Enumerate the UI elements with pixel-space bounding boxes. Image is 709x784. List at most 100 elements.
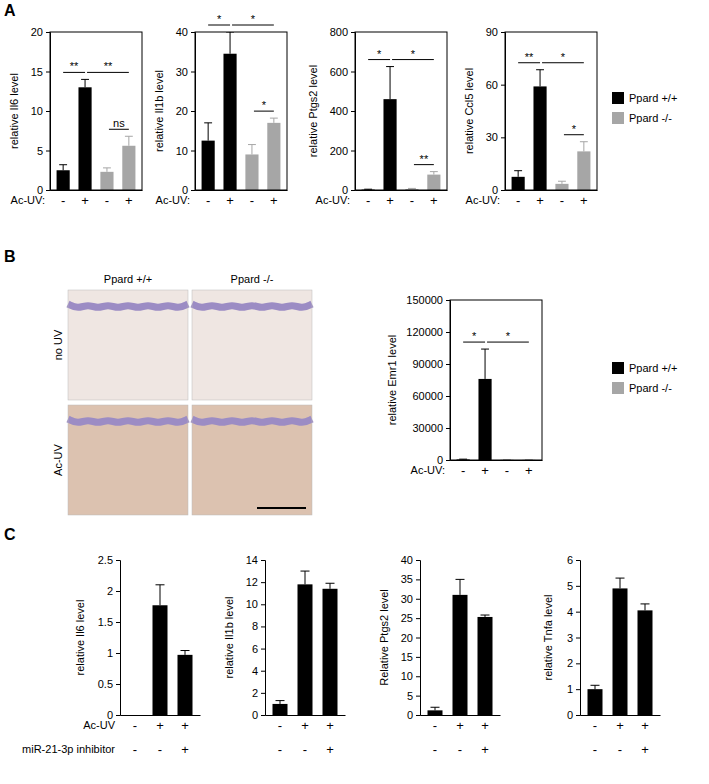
error-stem bbox=[390, 67, 391, 100]
image-row-label: no UV bbox=[52, 329, 64, 360]
y-tick-mark bbox=[446, 332, 450, 333]
chart: 0306090-+-+Ac-UV:relative Ccl5 level**** bbox=[463, 26, 598, 208]
error-stem bbox=[230, 32, 231, 54]
bar bbox=[555, 184, 568, 190]
y-tick-mark bbox=[416, 696, 420, 697]
y-tick: 25 bbox=[401, 612, 420, 624]
legend-swatch bbox=[612, 92, 624, 104]
error-bar bbox=[181, 651, 190, 655]
x-tick-label: + bbox=[641, 718, 649, 733]
y-tick-mark bbox=[416, 618, 420, 619]
x-tick: - bbox=[278, 715, 282, 733]
bar bbox=[57, 170, 70, 190]
y-tick-label: 0 bbox=[252, 709, 258, 721]
x-tick-label: + bbox=[226, 193, 234, 208]
bar bbox=[178, 655, 193, 715]
x-tick-label: - bbox=[133, 718, 137, 733]
y-tick-mark bbox=[191, 72, 195, 73]
significance-label: ** bbox=[525, 51, 534, 63]
x-tick: + bbox=[481, 715, 489, 733]
y-axis-line bbox=[501, 33, 506, 191]
y-tick-mark bbox=[191, 151, 195, 152]
y-tick-label: 120000 bbox=[406, 326, 443, 338]
plot-area bbox=[512, 70, 591, 190]
x-tick-label: + bbox=[181, 742, 189, 757]
x-tick-label: + bbox=[326, 742, 334, 757]
x-axis-label: Ac-UV: bbox=[466, 194, 500, 206]
error-stem bbox=[645, 604, 646, 610]
x-tick-label: - bbox=[516, 193, 520, 208]
error-cap bbox=[125, 136, 133, 137]
y-tick: 10 bbox=[31, 105, 50, 117]
y-tick-label: 3 bbox=[567, 632, 573, 644]
y-axis-label: Relative Ptgs2 level bbox=[378, 589, 390, 686]
bar bbox=[383, 99, 396, 190]
scale-bar bbox=[257, 507, 306, 509]
y-tick-label: 200 bbox=[330, 145, 348, 157]
x-axis-label: Ac-UV: bbox=[11, 194, 45, 206]
error-bar bbox=[386, 67, 394, 100]
plot-area bbox=[202, 32, 281, 190]
error-cap bbox=[481, 615, 490, 616]
error-cap bbox=[326, 583, 335, 584]
error-cap bbox=[459, 459, 467, 460]
x-tick: + bbox=[181, 739, 189, 757]
error-stem bbox=[251, 145, 252, 155]
y-axis-label: relative Il1b level bbox=[153, 70, 165, 152]
x-axis: -+-+ bbox=[51, 190, 143, 208]
y-tick: 2 bbox=[567, 657, 580, 669]
y-axis-label: relative Il6 level bbox=[8, 73, 20, 149]
error-bar bbox=[481, 615, 490, 617]
x-tick: - bbox=[206, 190, 210, 208]
y-tick-mark bbox=[261, 693, 265, 694]
y-tick: 1 bbox=[567, 683, 580, 695]
y-tick-label: 1 bbox=[107, 647, 113, 659]
y-tick-label: 20 bbox=[31, 26, 43, 38]
bar bbox=[428, 710, 443, 715]
y-tick-label: 2 bbox=[107, 585, 113, 597]
error-bar bbox=[591, 685, 600, 689]
significance-label: * bbox=[251, 13, 256, 25]
x-tick-label: + bbox=[525, 463, 533, 478]
y-tick-label: 5 bbox=[37, 145, 43, 157]
x-tick-label: - bbox=[593, 742, 597, 757]
error-stem bbox=[485, 349, 486, 379]
error-cap bbox=[301, 571, 310, 572]
x-tick-label: + bbox=[125, 193, 133, 208]
x-tick-label: + bbox=[580, 193, 588, 208]
x-tick: - bbox=[560, 190, 564, 208]
y-tick: 15 bbox=[31, 66, 50, 78]
y-tick: 0 bbox=[252, 709, 265, 721]
y-tick-mark bbox=[416, 560, 420, 561]
image-background bbox=[68, 405, 188, 515]
y-tick-mark bbox=[191, 32, 195, 33]
y-tick: 35 bbox=[401, 573, 420, 585]
error-stem bbox=[620, 578, 621, 588]
error-bar bbox=[59, 165, 67, 171]
chart: 00.511.522.5-++Ac-UV--+miR-21-3p inhibit… bbox=[22, 554, 200, 757]
significance-label: * bbox=[377, 48, 382, 60]
panel-label: B bbox=[4, 248, 16, 265]
significance-label: ** bbox=[420, 153, 429, 165]
y-tick-mark bbox=[576, 715, 580, 716]
x-tick: - bbox=[461, 460, 465, 478]
y-tick: 0 bbox=[567, 709, 580, 721]
image-background bbox=[192, 405, 312, 515]
y-tick: 6 bbox=[252, 643, 265, 655]
x-tick-label: - bbox=[105, 193, 109, 208]
plot-area bbox=[362, 67, 441, 190]
y-tick-mark bbox=[351, 32, 355, 33]
plot-frame bbox=[195, 32, 287, 190]
x-tick: + bbox=[181, 715, 189, 733]
x-tick: + bbox=[301, 715, 309, 733]
x-tick-label: - bbox=[250, 193, 254, 208]
y-tick-mark bbox=[116, 653, 120, 654]
x-tick: - bbox=[133, 715, 137, 733]
chart: 0510152025303540-++--+Relative Ptgs2 lev… bbox=[378, 554, 501, 757]
y-tick-label: 15 bbox=[401, 651, 413, 663]
x-axis-line bbox=[356, 190, 448, 191]
y-tick-label: 40 bbox=[401, 554, 413, 566]
y-tick-label: 1 bbox=[567, 683, 573, 695]
y-tick-mark bbox=[116, 560, 120, 561]
y-tick-mark bbox=[446, 364, 450, 365]
